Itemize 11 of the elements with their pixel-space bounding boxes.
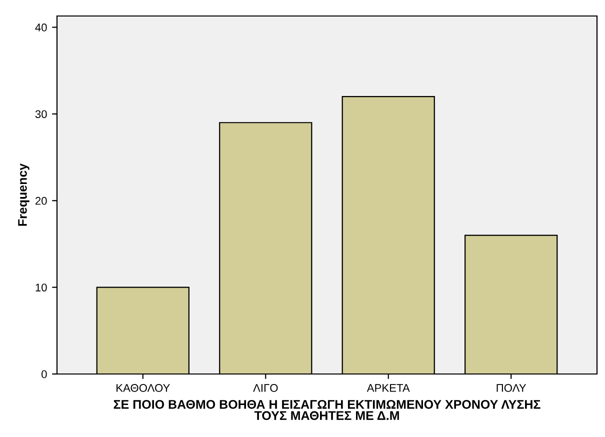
y-tick-label: 0 [42, 370, 47, 378]
x-tick-label: ΠΟΛΥ [496, 384, 526, 392]
x-axis-title: ΣΕ ΠΟΙΟ ΒΑΘΜΟ ΒΟΗΘΑ Η ΕΙΣΑΓΩΓΗ ΕΚΤΙΜΩΜΕΝΟΥ ΧΡΟΝΟΥ ΛΥΣΗΣ ΤΟΥΣ ΜΑΘΗΤΕΣ ΜΕ Δ.Μ [114, 400, 540, 420]
y-axis-title: Frequency [18, 163, 30, 226]
y-tick-label: 20 [35, 196, 47, 205]
y-tick-label: 10 [36, 284, 47, 292]
x-tick-label: ΛΙΓΟ [253, 384, 278, 392]
x-tick-label: ΚΑΘΟΛΟΥ [116, 384, 170, 392]
y-tick-label: 30 [35, 110, 47, 118]
x-tick-label: ΑΡΚΕΤΑ [366, 384, 410, 392]
y-tick-label: 40 [35, 24, 47, 32]
